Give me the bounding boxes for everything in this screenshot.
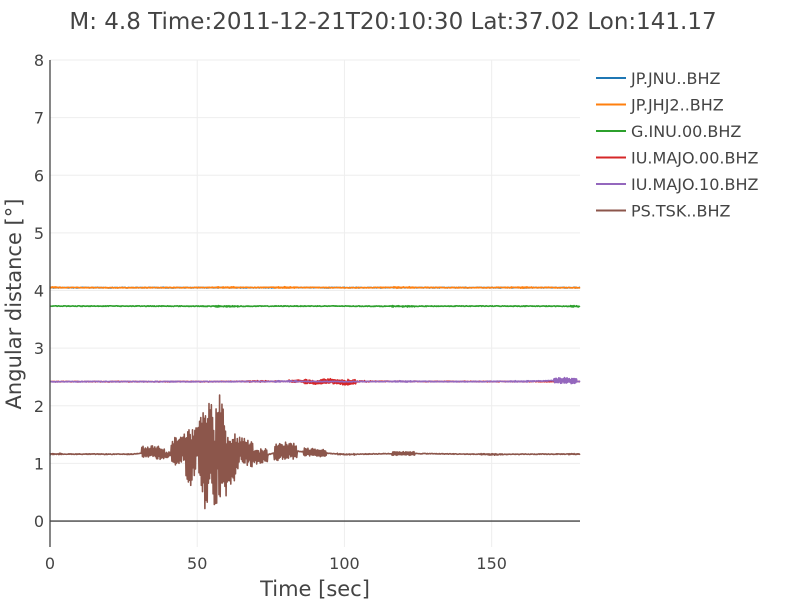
legend-label: IU.MAJO.10.BHZ [631, 175, 758, 194]
x-tick-label: 50 [187, 554, 207, 573]
x-tick-label: 150 [476, 554, 507, 573]
y-tick-label: 1 [34, 454, 44, 473]
legend-label: PS.TSK..BHZ [631, 202, 730, 221]
y-tick-label: 6 [34, 166, 44, 185]
x-tick-label: 0 [45, 554, 55, 573]
y-tick-labels: 0 1 2 3 4 5 6 7 8 [34, 51, 44, 531]
trace-g-inu-00-bhz [49, 304, 581, 308]
y-tick-label: 2 [34, 397, 44, 416]
trace-iu-majo-10-bhz [49, 376, 581, 385]
x-tick-label: 100 [329, 554, 360, 573]
y-tick-label: 7 [34, 109, 44, 128]
chart-title: M: 4.8 Time:2011-12-21T20:10:30 Lat:37.0… [69, 9, 716, 35]
y-tick-label: 0 [34, 512, 44, 531]
trace-jp-jhj2-bhz [49, 285, 581, 290]
x-tick-labels: 0 50 100 150 [45, 554, 507, 573]
y-tick-label: 5 [34, 224, 44, 243]
x-axis-label: Time [sec] [259, 577, 370, 600]
legend-label: JP.JNU..BHZ [630, 69, 721, 88]
traces [49, 285, 581, 510]
y-tick-label: 3 [34, 339, 44, 358]
y-tick-label: 4 [34, 282, 44, 301]
legend: JP.JNU..BHZ JP.JHJ2..BHZ G.INU.00.BHZ IU.MA… [596, 69, 758, 221]
y-axis-label: Angular distance [°] [2, 199, 26, 410]
legend-label: G.INU.00.BHZ [631, 122, 741, 141]
legend-label: IU.MAJO.00.BHZ [631, 149, 758, 168]
y-tick-label: 8 [34, 51, 44, 70]
trace-ps-tsk-bhz [49, 394, 581, 510]
axes [49, 60, 580, 547]
grid-lines [50, 59, 580, 547]
legend-label: JP.JHJ2..BHZ [630, 96, 724, 115]
